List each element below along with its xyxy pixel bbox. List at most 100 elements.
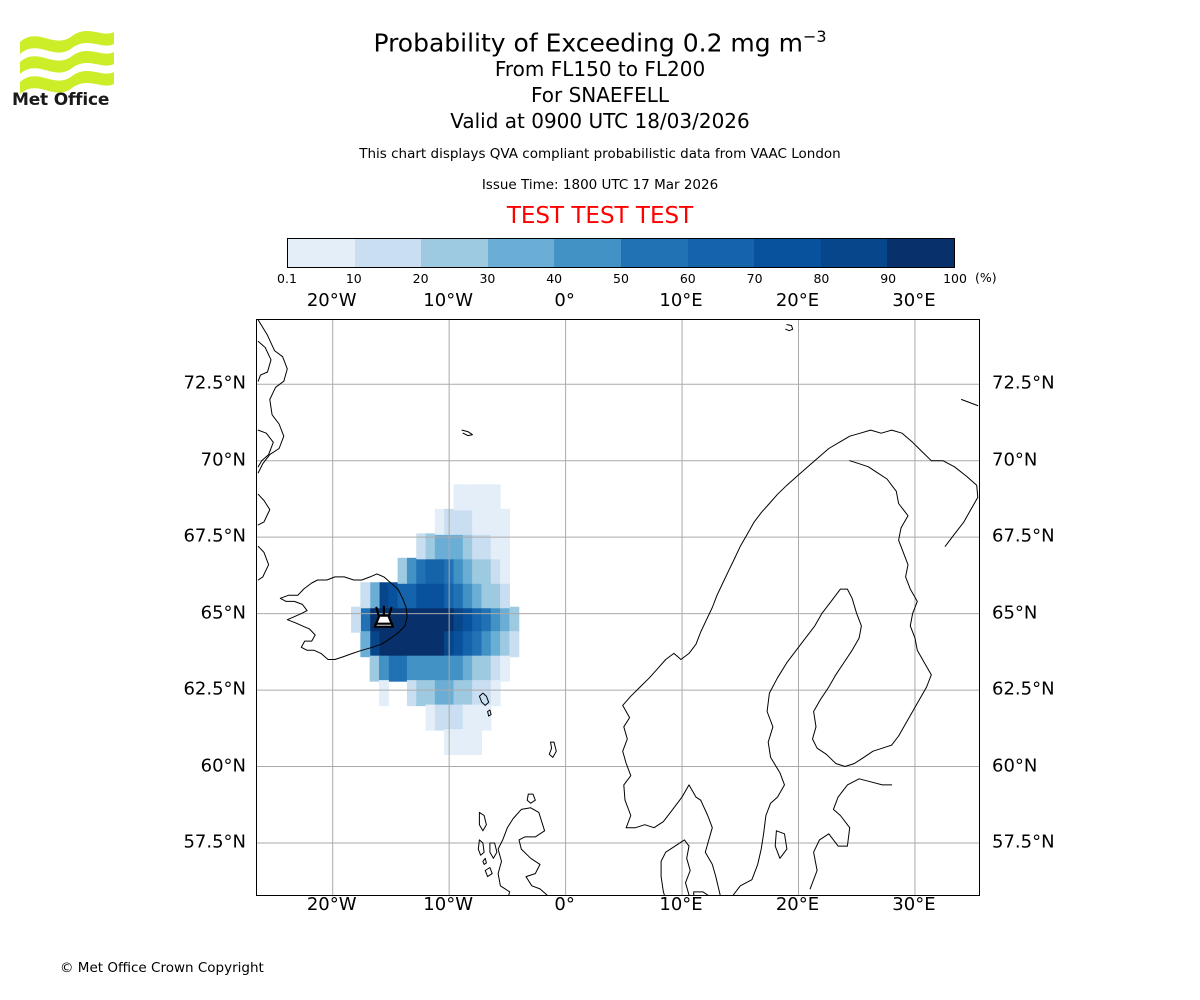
latitude-tick-label: 60°N	[200, 755, 246, 777]
latitude-axis-right: 72.5°N 70°N 67.5°N 65°N 62.5°N 60°N 57.5°N	[988, 319, 1098, 896]
ash-probability-cell	[425, 704, 436, 731]
ash-probability-cell	[490, 557, 501, 584]
volcano-icon[interactable]	[373, 605, 395, 628]
ash-probability-cell	[369, 631, 380, 658]
longitude-tick-label: 10°E	[659, 894, 703, 915]
ash-probability-cell	[472, 655, 483, 682]
colorbar-band-1	[354, 239, 422, 267]
ash-probability-cell	[434, 557, 445, 584]
ash-probability-cell	[481, 533, 492, 560]
coastline-baltic-e	[809, 778, 893, 890]
coastline-layer	[257, 320, 979, 895]
ash-probability-cell	[490, 655, 501, 682]
ash-probability-cell	[406, 680, 417, 707]
colorbar-gradient	[287, 238, 955, 268]
longitude-tick-label: 0°	[554, 290, 575, 311]
ash-probability-cell	[360, 631, 371, 658]
colorbar-band-7	[754, 239, 821, 267]
ash-probability-cell	[500, 582, 510, 609]
latitude-tick-label: 60°N	[992, 755, 1038, 777]
graticule-layer	[257, 320, 979, 895]
longitude-tick-label: 10°W	[423, 290, 473, 311]
ash-probability-cell	[490, 508, 501, 535]
colorbar-tick: 60	[679, 271, 696, 286]
ash-probability-cell	[453, 582, 464, 609]
ash-probability-cell	[397, 557, 408, 584]
page-title: Probability of Exceeding 0.2 mg m−3	[0, 28, 1200, 57]
colorbar-band-6	[687, 239, 755, 267]
ash-probability-cell	[406, 582, 417, 609]
ash-probability-cell	[406, 606, 417, 633]
coastline-shetland	[548, 741, 557, 758]
colorbar-band-2	[421, 239, 488, 267]
ash-probability-cell	[481, 655, 492, 682]
longitude-tick-label: 20°W	[306, 290, 357, 311]
colorbar-tick: 20	[412, 271, 429, 286]
latitude-tick-label: 67.5°N	[183, 525, 246, 547]
ash-probability-cell	[462, 680, 473, 707]
ash-probability-cell	[406, 655, 417, 682]
coastline-gotland	[774, 830, 788, 859]
ash-probability-cell	[453, 655, 464, 682]
ash-probability-cell	[500, 557, 510, 584]
ash-probability-cell	[416, 680, 427, 707]
latitude-tick-label: 70°N	[992, 449, 1038, 471]
ash-probability-cell	[406, 557, 417, 584]
ash-probability-cell	[472, 729, 483, 756]
test-banner: TEST TEST TEST	[506, 203, 694, 230]
ash-probability-cell	[388, 582, 399, 609]
ash-probability-cell	[453, 484, 464, 511]
copyright-footer: © Met Office Crown Copyright	[60, 960, 264, 976]
ash-probability-cell	[462, 557, 473, 584]
page-title-text: Probability of Exceeding 0.2 mg m	[373, 28, 803, 58]
longitude-tick-label: 30°E	[892, 894, 936, 915]
longitude-tick-label: 30°E	[892, 290, 936, 311]
longitude-tick-label: 0°	[554, 894, 575, 915]
coastline-denmark2	[693, 891, 709, 895]
coastline-norway-s	[625, 784, 702, 829]
ash-probability-cell	[462, 508, 473, 535]
ash-probability-cell	[472, 533, 483, 560]
ash-probability-cell	[481, 557, 492, 584]
ash-probability-cell	[509, 631, 520, 658]
ash-probability-cell	[397, 631, 408, 658]
qva-note: This chart displays QVA compliant probab…	[359, 146, 841, 163]
ash-probability-cell	[378, 680, 389, 707]
coastline-finland-n	[849, 460, 932, 737]
latitude-tick-label: 57.5°N	[992, 831, 1055, 853]
ash-probability-cell	[453, 508, 464, 535]
ash-probability-cell	[500, 631, 510, 658]
coastline-kola	[930, 460, 979, 547]
map-panel[interactable]	[256, 319, 980, 896]
coastline-greenland-c	[257, 493, 271, 526]
ash-probability-cell	[490, 582, 501, 609]
ash-probability-cell	[500, 606, 510, 633]
coastline-scotland-isl	[484, 867, 493, 878]
coastline-greenland-d	[257, 545, 270, 581]
ash-probability-cell	[472, 680, 483, 707]
colorbar-unit-label: (%)	[975, 270, 997, 285]
map-canvas	[257, 320, 979, 895]
met-office-logo	[12, 20, 122, 115]
latitude-axis-left: 72.5°N 70°N 67.5°N 65°N 62.5°N 60°N 57.5°N	[140, 319, 250, 896]
ash-probability-cell	[369, 582, 380, 609]
volcano-subtitle: For SNAEFELL	[530, 82, 669, 107]
coastline-faroe	[478, 692, 490, 706]
coastline-britain	[497, 807, 548, 895]
ash-probability-cell	[360, 606, 371, 633]
ash-probability-cell	[397, 582, 408, 609]
colorbar-band-9	[887, 239, 954, 267]
coastline-sweden-e	[700, 588, 900, 895]
coastline-faroe2	[487, 709, 492, 717]
ash-probability-cell	[388, 631, 399, 658]
ash-probability-cell	[500, 508, 510, 535]
ash-probability-cell	[425, 533, 436, 560]
coastline-greenland-b	[257, 429, 274, 468]
ash-probability-cell	[462, 533, 473, 560]
ash-probability-cell	[453, 533, 464, 560]
colorbar: 0.1 10 20 30 40 50 60 70 80 90 100	[277, 238, 967, 289]
coastline-iceland	[279, 573, 408, 660]
ash-probability-cell	[416, 631, 427, 658]
ash-probability-cell	[416, 606, 427, 633]
coastline-norway-w	[622, 429, 932, 829]
